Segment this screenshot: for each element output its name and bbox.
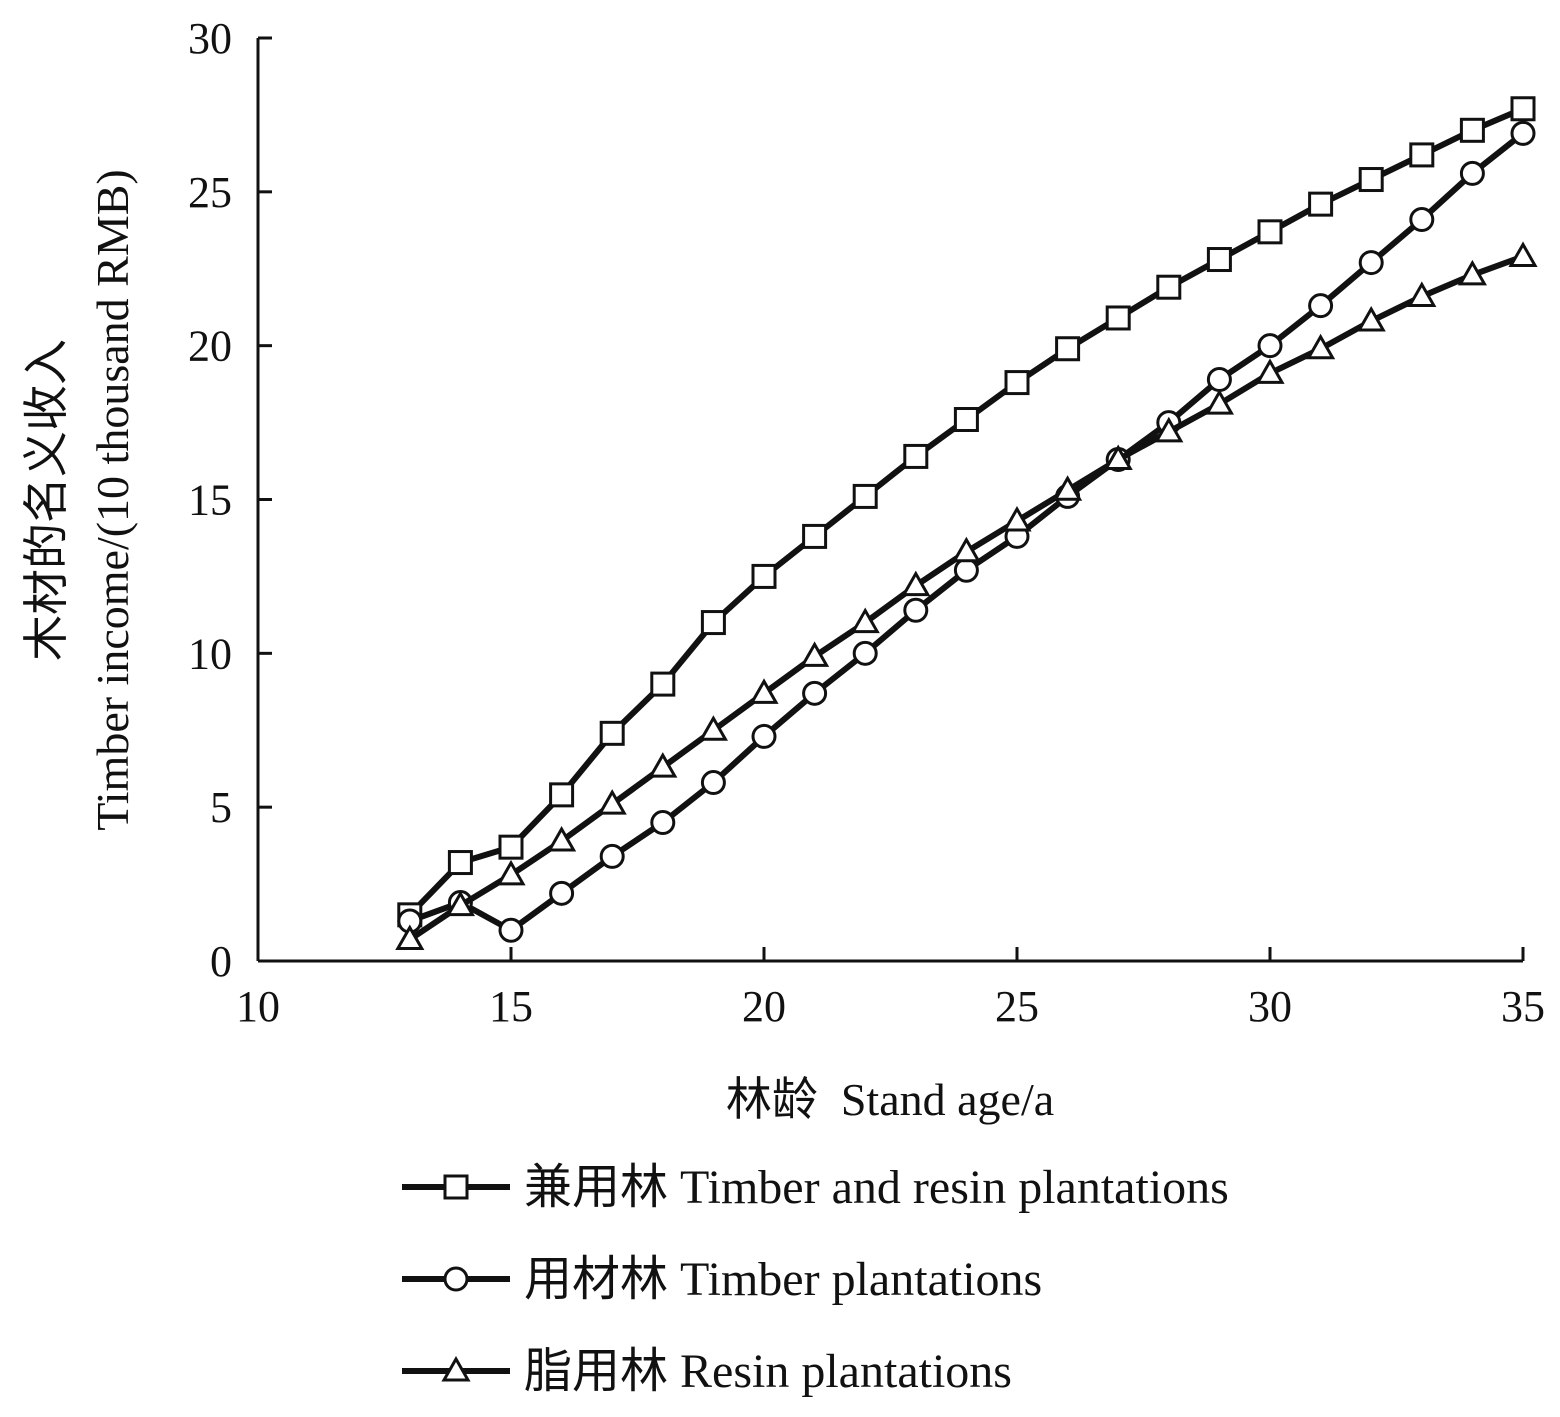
square-marker xyxy=(652,673,674,695)
x-tick-label: 30 xyxy=(1248,982,1292,1031)
square-marker xyxy=(500,836,522,858)
legend-item-circle: 用材林 Timber plantations xyxy=(402,1253,1042,1306)
series-square xyxy=(399,98,1534,926)
y-tick-label: 10 xyxy=(188,629,232,678)
legend-item-square: 兼用林 Timber and resin plantations xyxy=(402,1161,1229,1214)
square-marker xyxy=(854,485,876,507)
circle-marker xyxy=(1411,209,1433,231)
circle-marker xyxy=(1461,162,1483,184)
square-marker xyxy=(445,1176,467,1198)
x-tick-label: 35 xyxy=(1501,982,1545,1031)
triangle-marker xyxy=(1207,392,1231,413)
square-marker xyxy=(753,565,775,587)
square-marker xyxy=(449,852,471,874)
square-marker xyxy=(1461,119,1483,141)
square-marker xyxy=(905,445,927,467)
circle-marker xyxy=(804,682,826,704)
circle-marker xyxy=(1310,295,1332,317)
legend-label: 用材林 Timber plantations xyxy=(524,1253,1042,1306)
circle-marker xyxy=(1512,122,1534,144)
y-tick-label: 15 xyxy=(188,476,232,525)
square-marker xyxy=(551,784,573,806)
x-tick-label: 20 xyxy=(742,982,786,1031)
square-marker xyxy=(1411,144,1433,166)
square-marker xyxy=(1512,98,1534,120)
triangle-marker xyxy=(1511,244,1535,265)
square-marker xyxy=(601,722,623,744)
legend-label: 脂用林 Resin plantations xyxy=(524,1345,1012,1398)
circle-marker xyxy=(702,772,724,794)
x-tick-label: 15 xyxy=(489,982,533,1031)
square-marker xyxy=(1107,307,1129,329)
square-marker xyxy=(804,525,826,547)
square-marker xyxy=(1360,169,1382,191)
circle-marker xyxy=(1208,369,1230,391)
y-tick-label: 25 xyxy=(188,168,232,217)
legend-item-triangle: 脂用林 Resin plantations xyxy=(402,1345,1012,1398)
series-circle xyxy=(399,122,1534,941)
circle-marker xyxy=(955,559,977,581)
circle-marker xyxy=(551,882,573,904)
square-marker xyxy=(702,612,724,634)
square-marker xyxy=(1006,372,1028,394)
circle-marker xyxy=(854,642,876,664)
circle-marker xyxy=(1259,335,1281,357)
y-axis-title-chinese: 木材的名义收入 xyxy=(21,339,72,661)
x-axis-title: 林龄 Stand age/a xyxy=(726,1074,1054,1125)
x-tick-label: 25 xyxy=(995,982,1039,1031)
circle-marker xyxy=(445,1268,467,1290)
triangle-marker xyxy=(954,540,978,561)
y-tick-label: 20 xyxy=(188,322,232,371)
legend: 兼用林 Timber and resin plantations 用材林 Timb… xyxy=(402,1161,1229,1398)
series-line xyxy=(410,109,1523,915)
triangle-marker xyxy=(1005,509,1029,530)
series-line xyxy=(410,133,1523,930)
circle-marker xyxy=(1360,252,1382,274)
circle-marker xyxy=(500,919,522,941)
y-tick-label: 5 xyxy=(210,783,232,832)
square-marker xyxy=(1208,249,1230,271)
y-axis-title-english: Timber income/(10 thousand RMB) xyxy=(87,169,138,830)
square-marker xyxy=(1158,276,1180,298)
square-marker xyxy=(1259,221,1281,243)
circle-marker xyxy=(753,725,775,747)
circle-marker xyxy=(601,845,623,867)
square-marker xyxy=(1057,338,1079,360)
series-line xyxy=(410,256,1523,939)
square-marker xyxy=(955,409,977,431)
square-marker xyxy=(1310,193,1332,215)
series-triangle xyxy=(398,244,1535,948)
y-tick-label: 0 xyxy=(210,937,232,986)
axes: 0 5 10 15 20 25 30 10 15 20 25 30 35 xyxy=(188,14,1545,1031)
circle-marker xyxy=(652,812,674,834)
x-tick-label: 10 xyxy=(236,982,280,1031)
plot-series xyxy=(398,98,1535,949)
legend-label: 兼用林 Timber and resin plantations xyxy=(524,1161,1229,1214)
circle-marker xyxy=(905,599,927,621)
y-tick-label: 30 xyxy=(188,14,232,63)
